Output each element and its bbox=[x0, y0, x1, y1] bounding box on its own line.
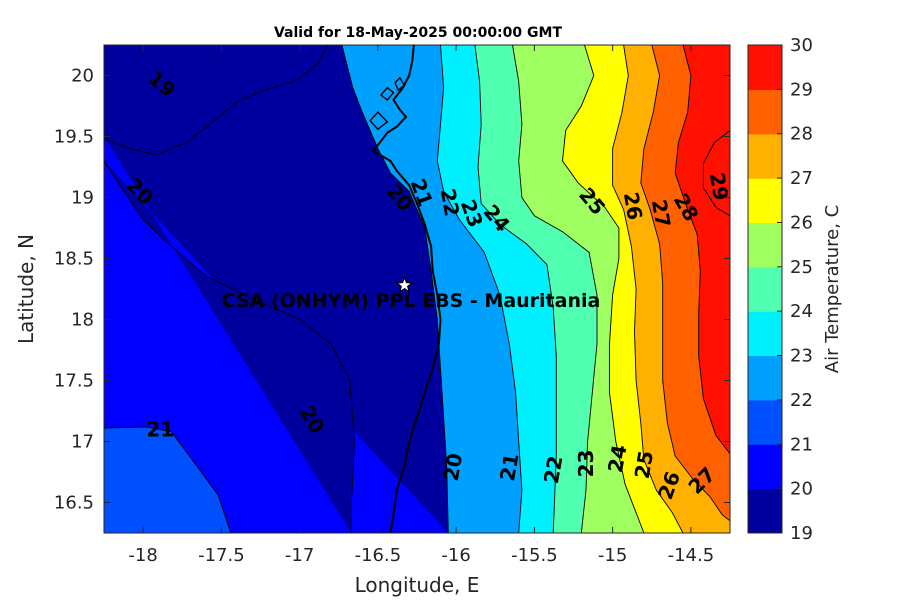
contour-label: 26 bbox=[619, 190, 647, 222]
contour-label: 21 bbox=[146, 417, 174, 441]
colorbar-segment bbox=[748, 222, 782, 268]
y-tick-label: 17.5 bbox=[54, 371, 94, 392]
colorbar-tick-label: 24 bbox=[790, 301, 813, 322]
band-19-fill bbox=[104, 45, 449, 533]
contour-label: 25 bbox=[630, 449, 658, 481]
colorbar-segment bbox=[748, 488, 782, 534]
y-tick-label: 18 bbox=[71, 310, 94, 331]
colorbar-segment bbox=[748, 355, 782, 401]
contour-line-21 bbox=[104, 426, 232, 533]
y-tick-label: 19 bbox=[71, 188, 94, 209]
colorbar-tick-label: 27 bbox=[790, 168, 813, 189]
contour-lines bbox=[104, 45, 730, 533]
x-tick-label: -16.5 bbox=[355, 545, 402, 566]
colorbar-tick-label: 19 bbox=[790, 523, 813, 544]
site-label: CSA (ONHYM) PPL EBS - Mauritania bbox=[222, 290, 601, 312]
colorbar-segment bbox=[748, 45, 782, 90]
y-tick-label: 20 bbox=[71, 66, 94, 87]
colorbar-tick-label: 22 bbox=[790, 390, 813, 411]
contour-label: 22 bbox=[436, 187, 464, 219]
island-0 bbox=[379, 86, 395, 101]
x-tick-label: -14.5 bbox=[668, 545, 715, 566]
contour-label: 22 bbox=[539, 454, 567, 486]
colorbar-segment bbox=[748, 444, 782, 490]
island-1 bbox=[369, 111, 389, 131]
contour-line-25 bbox=[512, 45, 598, 533]
colorbar-frame bbox=[747, 44, 783, 534]
x-tick-label: -15.5 bbox=[511, 545, 558, 566]
contour-label: 21 bbox=[495, 451, 523, 483]
colorbar-segment bbox=[748, 89, 782, 135]
colorbar-tick-label: 28 bbox=[790, 124, 813, 145]
site-marker-star-icon[interactable] bbox=[395, 275, 414, 294]
x-tick-label: -17 bbox=[285, 545, 314, 566]
contour-label: 27 bbox=[647, 198, 675, 230]
band-21-sw-fill bbox=[104, 426, 231, 533]
y-axis-label: Latitude, N bbox=[14, 234, 38, 344]
contour-line-24 bbox=[474, 45, 557, 533]
colorbar-tick-label: 25 bbox=[790, 257, 813, 278]
colorbar-tick-label: 23 bbox=[790, 346, 813, 367]
contour-line-30 bbox=[702, 130, 730, 217]
contour-line-26 bbox=[562, 45, 645, 533]
colorbar-tick-label: 30 bbox=[790, 35, 813, 56]
y-tick-label: 17 bbox=[71, 432, 94, 453]
contour-line-21 bbox=[104, 160, 355, 533]
coastline-path bbox=[371, 45, 442, 533]
y-tick-label: 19.5 bbox=[54, 127, 94, 148]
contour-label: 24 bbox=[603, 443, 631, 475]
contour-line-27 bbox=[612, 45, 684, 533]
x-tick-label: -17.5 bbox=[198, 545, 245, 566]
coastline bbox=[369, 45, 442, 533]
chart-title: Valid for 18-May-2025 00:00:00 GMT bbox=[274, 25, 562, 41]
y-tick-label: 18.5 bbox=[54, 249, 94, 270]
colorbar-tick-label: 26 bbox=[790, 212, 813, 233]
contour-line-29 bbox=[674, 45, 730, 454]
colorbar-tick-label: 20 bbox=[790, 479, 813, 500]
contour-line-20 bbox=[104, 45, 329, 156]
colorbar: 19 20 21 22 23 24 25 26 27 28 29 30 bbox=[747, 35, 813, 544]
y-axis-ticks: 16.5 17 17.5 18 18.5 19 19.5 20 bbox=[54, 66, 730, 514]
band-29-fill bbox=[703, 130, 730, 216]
x-axis-label: Longitude, E bbox=[355, 573, 480, 597]
x-tick-label: -15 bbox=[598, 545, 627, 566]
contour-line-22 bbox=[341, 45, 449, 533]
island-2 bbox=[394, 76, 406, 92]
x-tick-label: -18 bbox=[128, 545, 157, 566]
map-frame bbox=[103, 44, 731, 534]
colorbar-tick-label: 21 bbox=[790, 434, 813, 455]
colorbar-tick-label: 29 bbox=[790, 79, 813, 100]
x-axis-ticks: -18 -17.5 -17 -16.5 -16 -15.5 -15 -14.5 bbox=[128, 45, 714, 566]
colorbar-segment bbox=[748, 266, 782, 312]
colorbar-label: Air Temperature, C bbox=[822, 205, 843, 373]
x-tick-label: -16 bbox=[441, 545, 470, 566]
contour-line-28 bbox=[640, 45, 730, 522]
contour-label: 20 bbox=[439, 451, 467, 483]
colorbar-segment bbox=[748, 133, 782, 179]
colorbar-segment bbox=[748, 311, 782, 357]
y-tick-label: 16.5 bbox=[54, 493, 94, 514]
contour-line-23 bbox=[436, 45, 523, 533]
contour-label: 23 bbox=[574, 450, 598, 478]
colorbar-segment bbox=[748, 399, 782, 445]
colorbar-segment bbox=[748, 178, 782, 223]
